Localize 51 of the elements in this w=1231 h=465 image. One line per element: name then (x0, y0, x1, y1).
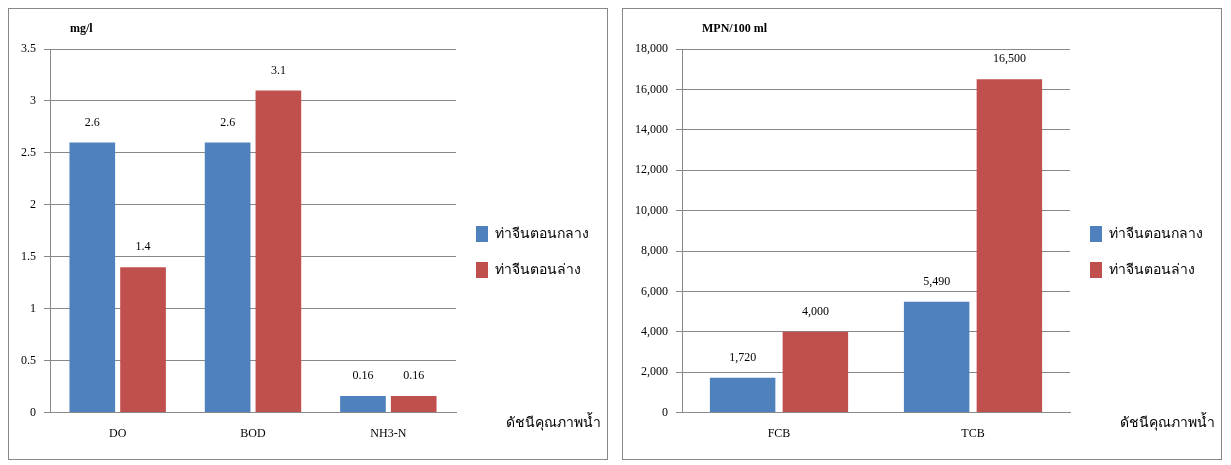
data-label: 4,000 (801, 303, 829, 318)
y-tick-label: 1 (30, 300, 36, 315)
bar (976, 79, 1043, 413)
bar (390, 395, 437, 413)
x-axis-title: ดัชนีคุณภาพน้ำ (1120, 412, 1215, 432)
y-axis-title: MPN/100 ml (702, 21, 768, 36)
x-axis-title: ดัชนีคุณภาพน้ำ (506, 412, 601, 432)
data-label: 3.1 (270, 62, 286, 77)
data-label: 16,500 (992, 51, 1026, 66)
bar (903, 301, 970, 413)
y-tick-label: 12,000 (635, 162, 668, 177)
y-tick-label: 18,000 (635, 41, 668, 56)
legend-label: ท่าจีนตอนล่าง (1109, 261, 1195, 277)
y-tick-label: 16,000 (635, 81, 668, 96)
y-axis-title: mg/l (70, 21, 94, 36)
bar (709, 377, 776, 413)
legend-label: ท่าจีนตอนกลาง (1109, 225, 1203, 241)
bar (120, 267, 166, 413)
y-tick-label: 2 (30, 196, 36, 211)
bar (782, 331, 849, 413)
y-tick-label: 3 (30, 93, 36, 108)
y-tick-label: 14,000 (635, 121, 668, 136)
data-label: 2.6 (220, 114, 236, 129)
bar (340, 395, 386, 413)
y-tick-label: 1.5 (21, 248, 36, 263)
bar (255, 90, 302, 413)
y-tick-label: 4,000 (641, 323, 668, 338)
bar (69, 142, 116, 413)
y-tick-label: 2.5 (21, 145, 36, 160)
x-tick-label: TCB (961, 425, 985, 440)
y-tick-label: 3.5 (21, 41, 36, 56)
y-tick-label: 0 (662, 404, 668, 419)
x-tick-label: NH3-N (370, 425, 407, 440)
data-label: 0.16 (403, 368, 425, 383)
data-label: 2.6 (84, 114, 100, 129)
y-tick-label: 8,000 (641, 243, 668, 258)
data-label: 5,490 (923, 273, 951, 288)
data-label: 1,720 (729, 350, 757, 365)
data-label: 1.4 (135, 239, 151, 254)
data-label: 0.16 (352, 368, 374, 383)
y-tick-label: 6,000 (641, 283, 668, 298)
y-tick-label: 10,000 (635, 202, 668, 217)
legend-label: ท่าจีนตอนกลาง (495, 225, 589, 241)
x-tick-label: BOD (240, 425, 266, 440)
bar (204, 142, 251, 413)
x-tick-label: DO (108, 425, 127, 440)
y-tick-label: 0.5 (21, 352, 36, 367)
x-tick-label: FCB (767, 425, 791, 440)
legend-label: ท่าจีนตอนล่าง (495, 261, 581, 277)
y-tick-label: 2,000 (641, 364, 668, 379)
y-tick-label: 0 (30, 404, 36, 419)
